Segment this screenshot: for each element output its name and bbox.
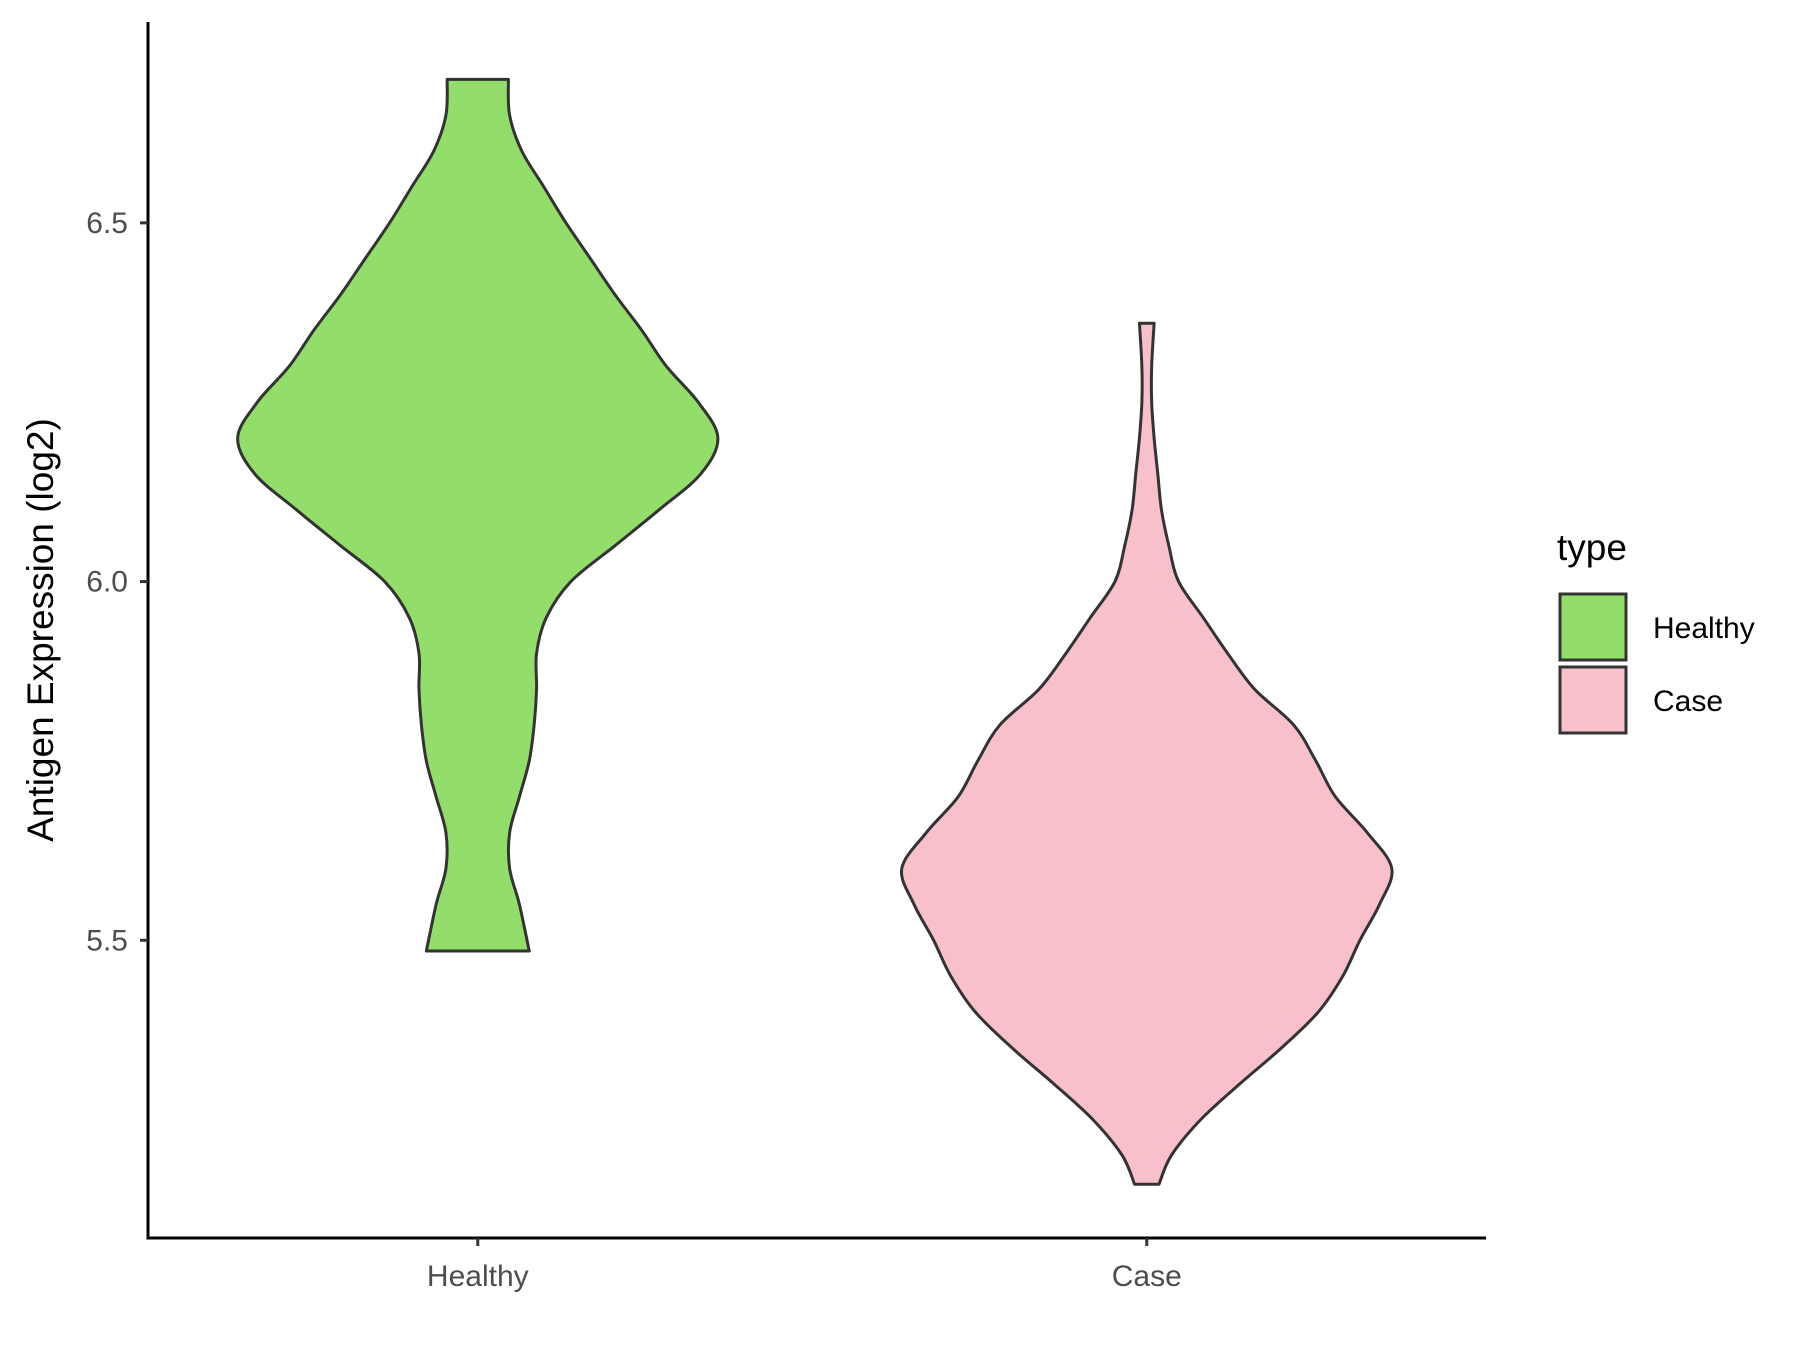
violin-group	[236, 77, 1394, 1186]
violin-case	[900, 321, 1394, 1186]
x-tick-label: Healthy	[427, 1260, 529, 1293]
x-tick-label: Case	[1112, 1260, 1182, 1293]
legend-label-healthy: Healthy	[1653, 612, 1755, 645]
violin-healthy	[236, 77, 720, 953]
x-axis-ticks: Healthy Case	[427, 1238, 1182, 1293]
legend-key-case	[1558, 665, 1628, 735]
legend-key-healthy	[1558, 592, 1628, 662]
legend-label-case: Case	[1653, 685, 1723, 718]
y-tick-label: 6.0	[86, 566, 128, 599]
y-tick-label: 6.5	[86, 207, 128, 240]
legend: type Healthy Case	[1557, 527, 1755, 735]
y-axis-ticks: 5.5 6.0 6.5	[86, 207, 148, 957]
y-tick-label: 5.5	[86, 924, 128, 957]
legend-title: type	[1557, 527, 1627, 568]
y-axis-title: Antigen Expression (log2)	[20, 418, 61, 842]
